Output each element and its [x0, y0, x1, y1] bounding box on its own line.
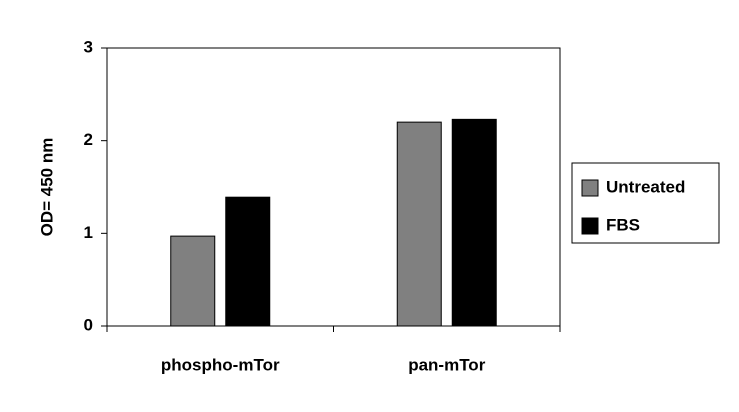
- legend-label: Untreated: [606, 177, 685, 196]
- y-tick-label: 0: [84, 315, 93, 334]
- legend-swatch: [581, 179, 599, 197]
- bar: [396, 121, 442, 327]
- y-axis-label: OD= 450 nm: [37, 138, 56, 237]
- y-tick-label: 3: [84, 37, 93, 56]
- x-tick-label: phospho-mTor: [161, 355, 280, 374]
- legend-label: FBS: [606, 215, 640, 234]
- y-tick-label: 1: [84, 223, 93, 242]
- y-tick-label: 2: [84, 130, 93, 149]
- legend-swatch: [581, 217, 599, 235]
- x-tick-label: pan-mTor: [408, 355, 486, 374]
- bar: [225, 196, 271, 327]
- bar: [451, 118, 497, 327]
- bar: [170, 235, 216, 327]
